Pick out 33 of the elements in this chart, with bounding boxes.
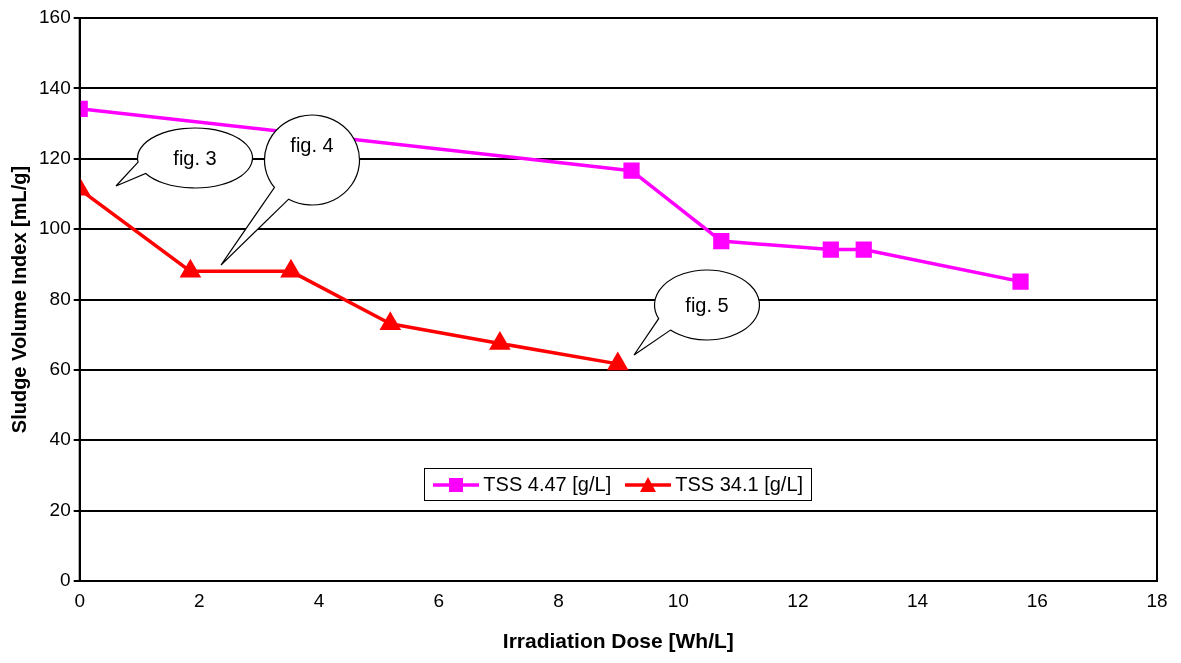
y-tick-label: 40: [49, 428, 71, 450]
x-tick-label: 12: [787, 589, 809, 611]
annotation: fig. 4: [290, 133, 334, 157]
y-tick-label: 80: [49, 287, 71, 309]
x-axis-title: Irradiation Dose [Wh/L]: [502, 629, 734, 653]
point: [1012, 273, 1029, 290]
y-axis-title: Sludge Volume Index [mL/g]: [7, 165, 30, 434]
y-tick-label: 60: [49, 358, 71, 380]
point: [608, 353, 628, 371]
x-tick-label: 18: [1146, 589, 1168, 611]
x-tick-label: 14: [907, 589, 929, 611]
x-tick-label: 4: [313, 589, 325, 611]
legend-label: TSS 4.47 [g/L]: [483, 473, 612, 497]
y-tick-label: 120: [39, 146, 71, 168]
annotation: fig. 3: [173, 146, 217, 170]
x-tick-label: 8: [553, 589, 564, 611]
x-tick-label: 10: [667, 589, 689, 611]
point: [623, 162, 640, 179]
point: [855, 241, 872, 258]
annotation: fig. 5: [685, 293, 729, 317]
x-tick-label: 0: [74, 589, 85, 611]
point: [490, 332, 510, 350]
point: [713, 232, 730, 250]
y-tick-label: 100: [39, 217, 71, 239]
y-tick-label: 140: [39, 76, 71, 98]
y-tick-label: 0: [60, 569, 71, 591]
y-tick-label: 20: [49, 498, 71, 520]
x-tick-label: 2: [194, 589, 205, 611]
point: [822, 241, 839, 258]
legend-label: TSS 34.1 [g/L]: [675, 473, 804, 497]
x-tick-label: 16: [1026, 589, 1048, 611]
x-tick-label: 6: [433, 589, 445, 611]
y-tick-label: 160: [39, 6, 71, 28]
